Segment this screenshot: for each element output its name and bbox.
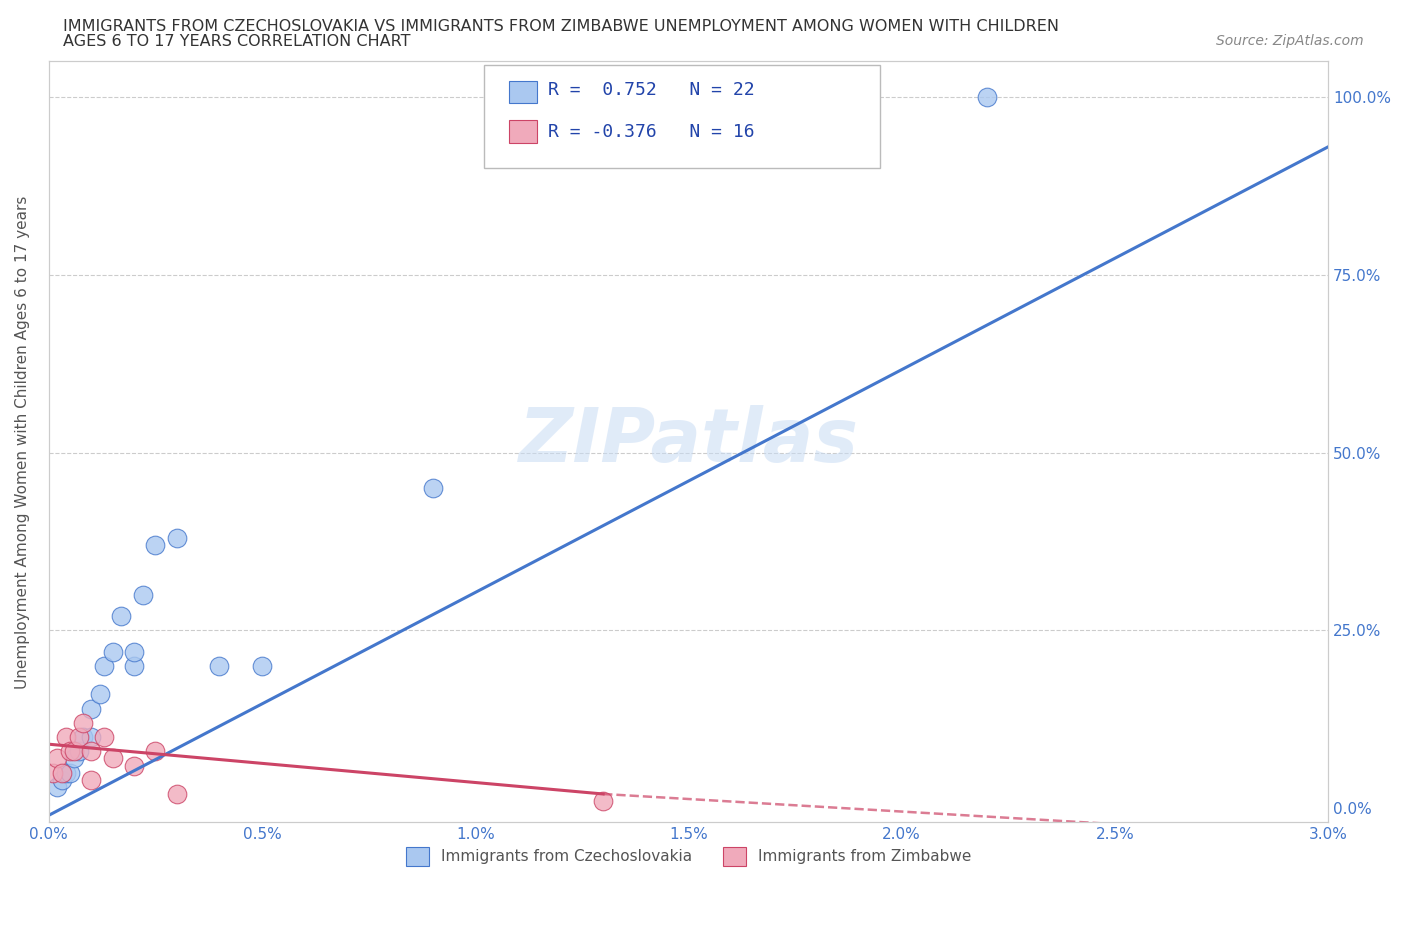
Point bbox=[166, 787, 188, 802]
Point bbox=[145, 744, 167, 759]
Text: Source: ZipAtlas.com: Source: ZipAtlas.com bbox=[1216, 34, 1364, 48]
Point bbox=[250, 658, 273, 673]
Bar bbox=[509, 81, 537, 103]
Point bbox=[80, 772, 103, 787]
Point bbox=[63, 751, 86, 766]
Text: R = -0.376   N = 16: R = -0.376 N = 16 bbox=[548, 124, 755, 141]
Point bbox=[145, 538, 167, 552]
Legend: Immigrants from Czechoslovakia, Immigrants from Zimbabwe: Immigrants from Czechoslovakia, Immigran… bbox=[399, 841, 977, 871]
Point bbox=[166, 530, 188, 545]
FancyBboxPatch shape bbox=[484, 65, 880, 168]
Point bbox=[55, 765, 77, 780]
Point bbox=[51, 765, 73, 780]
Point bbox=[46, 779, 69, 794]
Point bbox=[59, 744, 82, 759]
Text: ZIPatlas: ZIPatlas bbox=[519, 405, 859, 478]
Text: R =  0.752   N = 22: R = 0.752 N = 22 bbox=[548, 82, 755, 100]
Point bbox=[55, 730, 77, 745]
Point bbox=[51, 772, 73, 787]
Text: AGES 6 TO 17 YEARS CORRELATION CHART: AGES 6 TO 17 YEARS CORRELATION CHART bbox=[63, 34, 411, 49]
Point bbox=[122, 658, 145, 673]
Point bbox=[131, 588, 153, 603]
Y-axis label: Unemployment Among Women with Children Ages 6 to 17 years: Unemployment Among Women with Children A… bbox=[15, 195, 30, 688]
Point bbox=[122, 644, 145, 659]
Point bbox=[93, 730, 115, 745]
Point bbox=[42, 765, 65, 780]
Point bbox=[122, 758, 145, 773]
Point bbox=[110, 609, 132, 624]
Point bbox=[46, 751, 69, 766]
Point bbox=[101, 751, 124, 766]
Point bbox=[422, 481, 444, 496]
Text: IMMIGRANTS FROM CZECHOSLOVAKIA VS IMMIGRANTS FROM ZIMBABWE UNEMPLOYMENT AMONG WO: IMMIGRANTS FROM CZECHOSLOVAKIA VS IMMIGR… bbox=[63, 19, 1059, 33]
Bar bbox=[509, 120, 537, 143]
Point bbox=[592, 793, 614, 808]
Point bbox=[72, 730, 94, 745]
Point bbox=[63, 744, 86, 759]
Point bbox=[80, 730, 103, 745]
Point bbox=[208, 658, 231, 673]
Point bbox=[101, 644, 124, 659]
Point bbox=[80, 701, 103, 716]
Point bbox=[59, 765, 82, 780]
Point bbox=[72, 715, 94, 730]
Point bbox=[89, 687, 111, 702]
Point bbox=[80, 744, 103, 759]
Point bbox=[67, 744, 90, 759]
Point bbox=[976, 89, 998, 104]
Point bbox=[67, 730, 90, 745]
Point bbox=[93, 658, 115, 673]
